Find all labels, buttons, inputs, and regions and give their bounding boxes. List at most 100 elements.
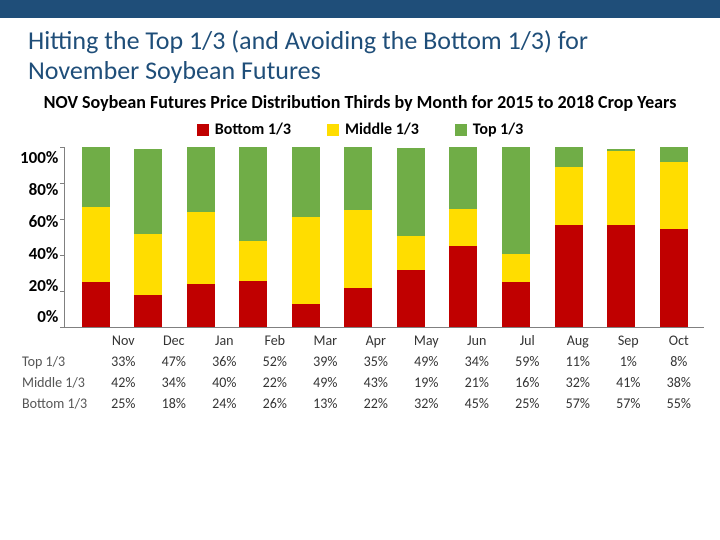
table-col-header: Oct	[654, 330, 705, 351]
table-col-header: May	[401, 330, 452, 351]
bar-segment-bottom	[397, 270, 425, 328]
table-cell: 32%	[401, 393, 452, 414]
bar-segment-middle	[397, 236, 425, 270]
y-tick-label: 20%	[29, 275, 59, 296]
bar	[502, 147, 530, 327]
bar-segment-bottom	[187, 284, 215, 327]
bar-segment-top	[187, 147, 215, 212]
table-cell: 34%	[452, 351, 503, 372]
table-cell: 1%	[603, 351, 654, 372]
legend-item: Top 1/3	[455, 120, 523, 139]
chart-title: NOV Soybean Futures Price Distribution T…	[0, 92, 720, 117]
bar-segment-bottom	[449, 246, 477, 327]
bar-segment-middle	[607, 151, 635, 225]
table-col-header: Dec	[149, 330, 200, 351]
table-cell: 11%	[553, 351, 604, 372]
bar-segment-middle	[502, 254, 530, 283]
legend-item: Middle 1/3	[327, 120, 419, 139]
bar-segment-middle	[449, 209, 477, 247]
table-cell: 32%	[553, 372, 604, 393]
table-cell: 39%	[300, 351, 351, 372]
table-corner	[20, 330, 98, 351]
table-cell: 59%	[502, 351, 553, 372]
bar-segment-bottom	[555, 225, 583, 328]
bar	[449, 147, 477, 327]
bar-segment-bottom	[239, 281, 267, 328]
bar-segment-middle	[187, 212, 215, 284]
table-cell: 38%	[654, 372, 705, 393]
table-row-header: Top 1/3	[20, 351, 98, 372]
bar	[660, 147, 688, 327]
plot-area	[64, 147, 704, 328]
bar-segment-middle	[660, 162, 688, 230]
data-table: NovDecJanFebMarAprMayJunJulAugSepOctTop …	[0, 328, 720, 414]
table-cell: 22%	[351, 393, 402, 414]
table-col-header: Nov	[98, 330, 149, 351]
table-col-header: Aug	[553, 330, 604, 351]
legend-swatch	[455, 124, 467, 136]
table-cell: 21%	[452, 372, 503, 393]
y-axis-labels: 100%80%60%40%20%0%	[20, 147, 64, 327]
bar	[82, 147, 110, 327]
bar-segment-middle	[555, 167, 583, 225]
legend-item: Bottom 1/3	[197, 120, 291, 139]
table-cell: 35%	[351, 351, 402, 372]
chart-area: 100%80%60%40%20%0%	[0, 147, 720, 328]
table-col-header: Jan	[199, 330, 250, 351]
y-tick-label: 80%	[29, 179, 59, 200]
bar-segment-top	[502, 147, 530, 253]
slide-title: Hitting the Top 1/3 (and Avoiding the Bo…	[0, 18, 720, 92]
table-cell: 8%	[654, 351, 705, 372]
table-cell: 47%	[149, 351, 200, 372]
table-col-header: Sep	[603, 330, 654, 351]
table-cell: 41%	[603, 372, 654, 393]
bar-segment-bottom	[82, 282, 110, 327]
bar-segment-middle	[239, 241, 267, 281]
legend-label: Bottom 1/3	[215, 120, 291, 139]
table-cell: 22%	[250, 372, 301, 393]
table-cell: 57%	[603, 393, 654, 414]
table-row-header: Bottom 1/3	[20, 393, 98, 414]
table-col-header: Feb	[250, 330, 301, 351]
legend-label: Middle 1/3	[345, 120, 419, 139]
table-col-header: Apr	[351, 330, 402, 351]
table-row-header: Middle 1/3	[20, 372, 98, 393]
table-cell: 49%	[401, 351, 452, 372]
bar	[187, 147, 215, 327]
bar-segment-top	[660, 147, 688, 161]
table-cell: 13%	[300, 393, 351, 414]
bar-segment-bottom	[344, 288, 372, 328]
top-accent-bar	[0, 0, 720, 18]
bar-segment-middle	[82, 207, 110, 283]
bar	[239, 147, 267, 327]
table-cell: 33%	[98, 351, 149, 372]
bar-segment-bottom	[660, 229, 688, 327]
table-cell: 45%	[452, 393, 503, 414]
bar-segment-top	[344, 147, 372, 210]
bar	[397, 147, 425, 327]
table-cell: 49%	[300, 372, 351, 393]
bar	[555, 147, 583, 327]
bar-segment-top	[397, 148, 425, 236]
table-cell: 34%	[149, 372, 200, 393]
legend-swatch	[197, 124, 209, 136]
bar-segment-top	[239, 147, 267, 241]
table-cell: 19%	[401, 372, 452, 393]
table-col-header: Jul	[502, 330, 553, 351]
bar-segment-top	[134, 149, 162, 234]
table-cell: 36%	[199, 351, 250, 372]
bar-segment-top	[555, 147, 583, 167]
bar	[344, 147, 372, 327]
table-cell: 16%	[502, 372, 553, 393]
table-cell: 24%	[199, 393, 250, 414]
table-cell: 40%	[199, 372, 250, 393]
bar-segment-top	[292, 147, 320, 217]
table-cell: 18%	[149, 393, 200, 414]
bar-segment-top	[449, 147, 477, 208]
bar-segment-bottom	[292, 304, 320, 327]
bar	[134, 147, 162, 327]
table-cell: 52%	[250, 351, 301, 372]
bar-segment-top	[82, 147, 110, 206]
bar-segment-bottom	[607, 225, 635, 328]
table-cell: 42%	[98, 372, 149, 393]
